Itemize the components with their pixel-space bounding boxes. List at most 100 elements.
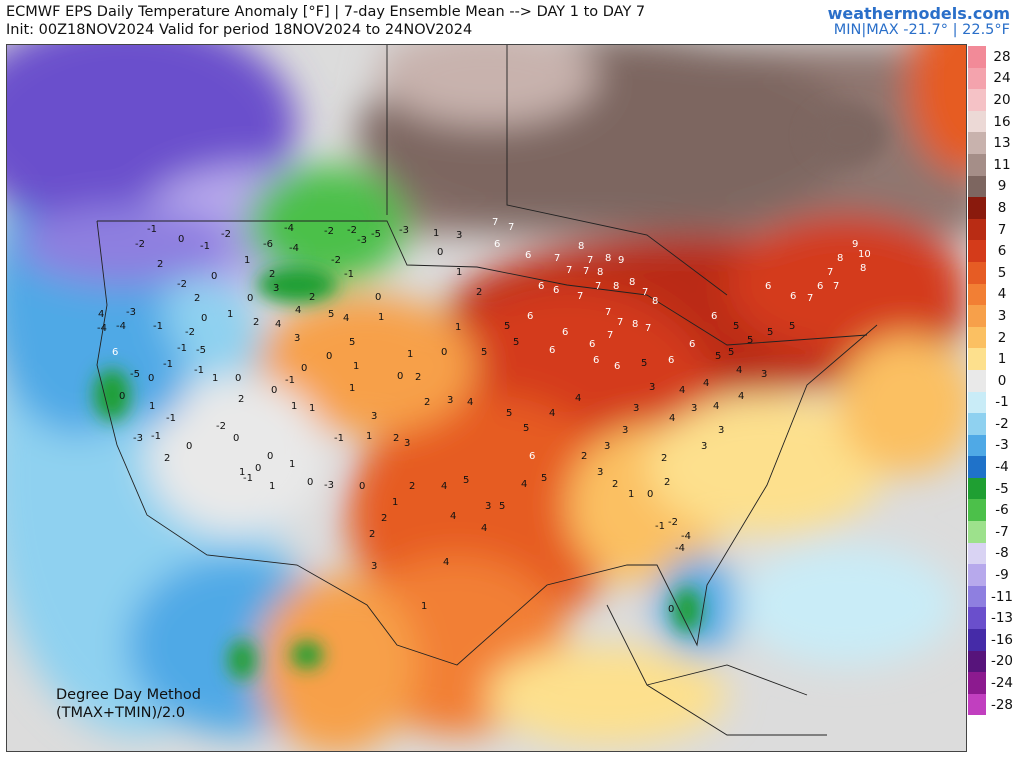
legend-swatch	[968, 110, 986, 133]
anomaly-value-label: 6	[790, 291, 796, 302]
anomaly-value-label: 1	[366, 431, 372, 442]
legend-swatch	[968, 261, 986, 284]
anomaly-value-label: 7	[645, 323, 651, 334]
anomaly-value-label: 0	[326, 351, 332, 362]
anomaly-value-label: -1	[177, 343, 187, 354]
anomaly-value-label: 6	[614, 361, 620, 372]
legend-label: -6	[995, 502, 1009, 519]
anomaly-value-label: 5	[733, 321, 739, 332]
anomaly-value-label: 1	[212, 373, 218, 384]
legend-swatch	[968, 326, 986, 349]
anomaly-value-label: -1	[194, 365, 204, 376]
legend-swatch	[968, 434, 986, 457]
anomaly-value-label: 8	[632, 319, 638, 330]
anomaly-value-label: 5	[481, 347, 487, 358]
legend-swatch	[968, 607, 986, 630]
anomaly-value-label: 5	[506, 408, 512, 419]
legend-row: 8	[968, 197, 1020, 219]
anomaly-value-label: 3	[456, 230, 462, 241]
legend-row: -11	[968, 585, 1020, 608]
anomaly-value-label: 8	[605, 253, 611, 264]
anomaly-value-label: -4	[681, 531, 691, 542]
anomaly-value-label: 2	[393, 433, 399, 444]
anomaly-value-label: 3	[294, 333, 300, 344]
anomaly-value-label: 0	[307, 477, 313, 488]
legend-swatch	[968, 348, 986, 370]
legend-row: 16	[968, 110, 1020, 133]
anomaly-value-label: 4	[669, 413, 675, 424]
anomaly-value-label: 0	[148, 373, 154, 384]
method-line2: (TMAX+TMIN)/2.0	[56, 705, 186, 721]
anomaly-value-label: 0	[668, 604, 674, 615]
anomaly-value-label: 3	[604, 441, 610, 452]
anomaly-value-label: 5	[513, 337, 519, 348]
anomaly-value-label: 2	[612, 479, 618, 490]
legend-label: 2	[997, 329, 1007, 346]
legend-row: -3	[968, 434, 1020, 457]
anomaly-value-label: 7	[566, 265, 572, 276]
anomaly-value-label: 1	[149, 401, 155, 412]
anomaly-value-label: 8	[629, 277, 635, 288]
anomaly-value-label: 0	[201, 313, 207, 324]
anomaly-value-label: 0	[271, 385, 277, 396]
anomaly-value-label: 2	[664, 477, 670, 488]
anomaly-value-label: 3	[633, 403, 639, 414]
legend-row: 20	[968, 89, 1020, 111]
legend-row: 24	[968, 67, 1020, 90]
anomaly-value-label: -4	[284, 223, 294, 234]
legend-swatch	[968, 305, 986, 327]
anomaly-value-label: 3	[649, 382, 655, 393]
legend-label: -1	[995, 394, 1009, 411]
anomaly-value-label: 0	[359, 481, 365, 492]
legend-label: -4	[995, 459, 1009, 476]
anomaly-value-label: 5	[789, 321, 795, 332]
anomaly-value-label: 1	[628, 489, 634, 500]
anomaly-value-label: 2	[661, 453, 667, 464]
brand-link[interactable]: weathermodels.com	[827, 4, 1010, 23]
anomaly-value-label: 1	[269, 481, 275, 492]
anomaly-value-label: 1	[291, 401, 297, 412]
legend-swatch	[968, 175, 986, 198]
anomaly-value-label: 0	[211, 271, 217, 282]
legend-label: -8	[995, 545, 1009, 562]
anomaly-value-label: 4	[450, 511, 456, 522]
anomaly-value-label: 5	[463, 475, 469, 486]
anomaly-value-label: 6	[494, 239, 500, 250]
legend-label: 13	[993, 135, 1011, 152]
legend-label: 20	[993, 91, 1011, 108]
legend-swatch	[968, 283, 986, 306]
anomaly-value-label: -1	[243, 473, 253, 484]
anomaly-value-label: -1	[200, 241, 210, 252]
anomaly-value-label: -3	[324, 480, 334, 491]
anomaly-value-label: 4	[679, 385, 685, 396]
legend-row: 5	[968, 261, 1020, 284]
anomaly-value-label: 5	[349, 337, 355, 348]
legend-label: 11	[993, 156, 1011, 173]
legend-row: -7	[968, 521, 1020, 543]
anomaly-value-label: 6	[525, 250, 531, 261]
anomaly-value-label: 3	[273, 283, 279, 294]
anomaly-value-label: -2	[177, 279, 187, 290]
legend-row: 9	[968, 175, 1020, 198]
anomaly-value-label: 6	[527, 311, 533, 322]
anomaly-value-label: 5	[504, 321, 510, 332]
anomaly-value-label: 1	[244, 255, 250, 266]
boundaries	[96, 45, 878, 736]
anomaly-value-label: 1	[455, 322, 461, 333]
legend-row: -6	[968, 499, 1020, 522]
anomaly-value-label: 2	[415, 372, 421, 383]
anomaly-value-label: -3	[399, 225, 409, 236]
anomaly-value-label: 6	[711, 311, 717, 322]
legend-row: 3	[968, 305, 1020, 327]
legend-row: -4	[968, 456, 1020, 478]
anomaly-value-label: 0	[397, 371, 403, 382]
anomaly-value-label: 1	[239, 467, 245, 478]
anomaly-value-label: -2	[347, 225, 357, 236]
anomaly-value-label: 2	[157, 259, 163, 270]
anomaly-value-label: 9	[618, 255, 624, 266]
legend-swatch	[968, 650, 986, 673]
legend-row: 1	[968, 348, 1020, 370]
legend-swatch	[968, 89, 986, 111]
